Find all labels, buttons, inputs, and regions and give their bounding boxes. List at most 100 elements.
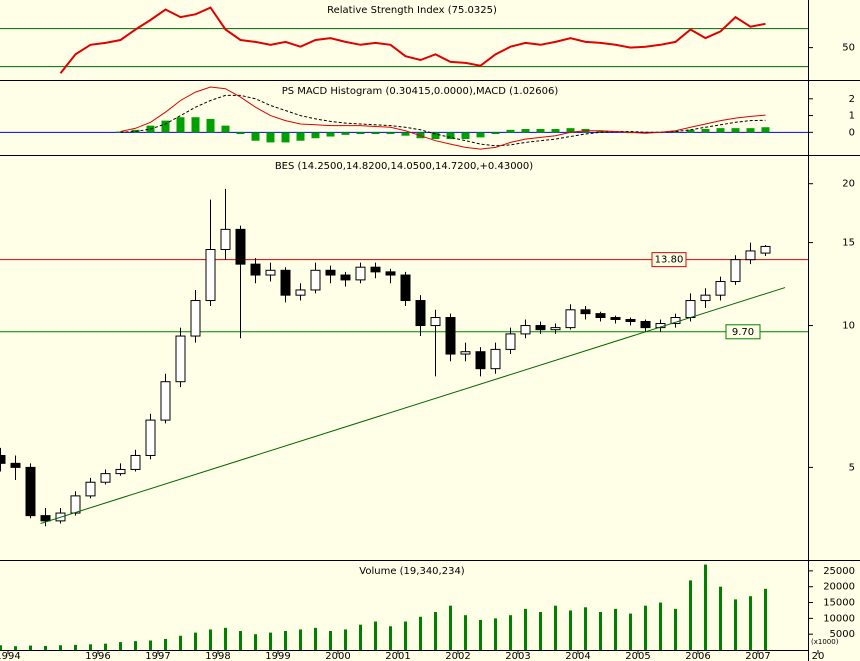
volume-bar [329,631,332,650]
histogram-bar [551,128,560,133]
histogram-bar [266,132,275,143]
histogram-bar [251,132,260,141]
volume-bar [434,612,437,650]
candle-body [760,245,771,254]
candle-body [265,269,276,276]
y-tick-label: 20000 [823,582,855,593]
candle-body [565,309,576,329]
candle-body [280,269,291,296]
volume-bar [674,608,677,650]
histogram-bar [746,128,755,133]
x-tick-label: 2004 [565,651,590,661]
volume-bar [224,627,227,650]
y-tick-label: 15000 [823,598,855,609]
histogram-bar [356,132,365,135]
histogram-bar [236,132,245,135]
x-tick-label: 2006 [685,651,710,661]
candle-body [415,300,426,327]
volume-bar [149,640,152,650]
candle-body [115,468,126,475]
candle-body [610,317,621,321]
histogram-bar [191,117,200,133]
histogram-bar [731,128,740,133]
y-unit-label: (x1000) [811,638,839,646]
volume-bar [14,646,17,650]
y-tick-label: 2 [849,94,855,105]
candle-body [70,495,81,514]
y-tick-label: 15 [842,238,855,249]
candle-body [310,269,321,291]
panel-title: PS MACD Histogram (0.30415,0.0000),MACD … [282,86,559,97]
candle-body [550,327,561,331]
volume-bar [404,621,407,650]
volume-bar [719,586,722,650]
y-tick-label: 5000 [830,629,855,640]
x-tick-label: 2005 [625,651,650,661]
candle-body [580,309,591,315]
volume-bar [359,624,362,650]
candle-body [490,348,501,370]
x-tick-label: 2001 [385,651,410,661]
histogram-bar [521,128,530,133]
series-line [120,86,766,150]
histogram-bar [386,132,395,135]
candle-body [385,271,396,276]
volume-bar [554,605,557,650]
reference-label-box [725,324,761,340]
y-tick-label: 25000 [823,566,855,577]
volume-bar [734,599,737,650]
x-tick-label: 1998 [205,651,230,661]
candle-body [295,289,306,296]
histogram-bar [206,118,215,133]
candle-body [520,325,531,335]
histogram-bar [686,129,695,133]
volume-bar [299,629,302,650]
histogram-bar [536,128,545,133]
candle-body [745,250,756,261]
volume-bar [164,638,167,650]
volume-bar [74,644,77,650]
volume-bar [179,635,182,650]
volume-bar [134,641,137,650]
volume-bar [749,596,752,650]
candle-body [325,269,336,276]
volume-bar [614,608,617,650]
histogram-bar [296,132,305,141]
histogram-bar [431,132,440,140]
volume-bar [344,629,347,650]
candle-body [460,351,471,355]
x-tick-label: 2003 [505,651,530,661]
candle-body [250,263,261,276]
y-tick-label: 5 [849,462,855,473]
volume-bar [194,632,197,650]
volume-bar [704,564,707,650]
candle-body [625,319,636,322]
candle-body [85,481,96,497]
volume-bar [629,613,632,650]
y-tick-label: 1 [849,111,855,122]
histogram-bar [341,132,350,135]
candle-body [715,281,726,296]
volume-bar [569,610,572,650]
candle-body [175,335,186,383]
histogram-bar [311,132,320,139]
volume-bar [104,643,107,650]
volume-bar [599,612,602,650]
candle-body [10,462,21,468]
volume-bar [494,618,497,650]
volume-bar [314,627,317,650]
volume-bar [374,621,377,650]
volume-bar [119,642,122,650]
panel-title: BES (14.2500,14.8200,14.0500,14.7200,+0.… [275,161,533,172]
histogram-bar [221,125,230,133]
histogram-bar [701,128,710,133]
volume-bar [584,607,587,650]
candle-body [145,419,156,456]
histogram-bar [281,132,290,143]
y-tick-label: 50 [842,43,855,54]
x-tick-label: 1996 [85,651,110,661]
histogram-bar [461,132,470,140]
x-tick-label: 2002 [445,651,470,661]
